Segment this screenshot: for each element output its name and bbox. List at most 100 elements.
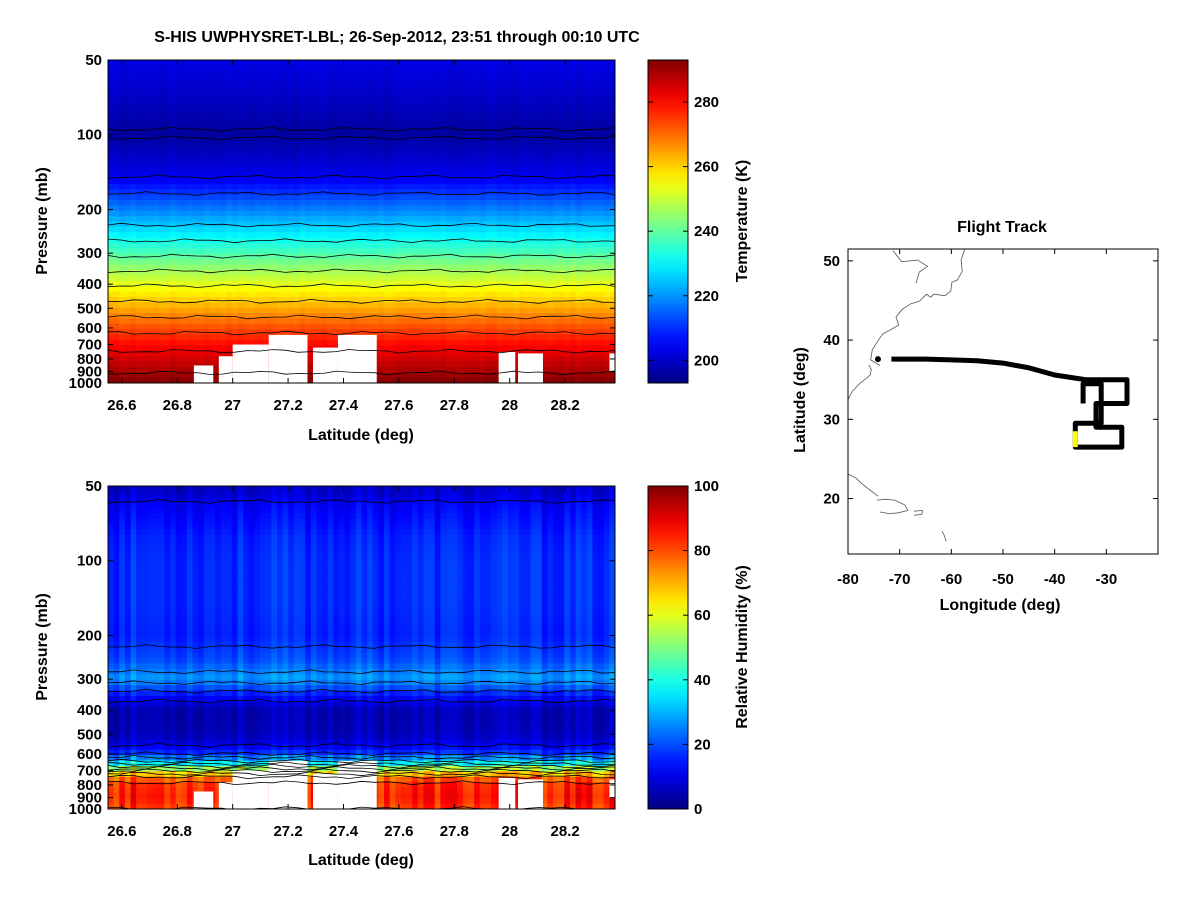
heatmap-cell [507, 146, 515, 153]
heatmap-cell [209, 264, 216, 271]
heatmap-cell [260, 156, 267, 163]
heatmap-cell [113, 167, 120, 174]
heatmap-cell [361, 280, 368, 287]
heatmap-cell [429, 248, 436, 255]
heatmap-cell [451, 313, 458, 319]
heatmap-cell [181, 210, 188, 217]
heatmap-cell [181, 366, 188, 373]
heatmap-cell [367, 178, 374, 185]
heatmap-cell [237, 140, 244, 147]
heatmap-cell [417, 259, 425, 266]
heatmap-cell [457, 199, 464, 206]
heatmap-cell [316, 302, 323, 309]
heatmap-cell [254, 86, 261, 93]
heatmap-cell [558, 307, 565, 314]
heatmap-cell [124, 199, 132, 206]
heatmap-cell [462, 146, 470, 153]
heatmap-cell [282, 302, 289, 309]
heatmap-cell [141, 216, 149, 223]
heatmap-cell [367, 167, 374, 174]
heatmap-cell [327, 259, 334, 266]
heatmap-cell [474, 124, 481, 131]
heatmap-cell [316, 140, 323, 147]
heatmap-cell [569, 65, 577, 72]
heatmap-cell [530, 124, 537, 131]
heatmap-cell [282, 194, 289, 201]
heatmap-cell [513, 345, 520, 352]
heatmap-cell [220, 81, 227, 88]
heatmap-cell [569, 135, 577, 142]
heatmap-cell [237, 286, 244, 293]
heatmap-cell [547, 162, 554, 169]
heatmap-cell [254, 65, 261, 72]
heatmap-cell [169, 183, 177, 190]
heatmap-cell [412, 269, 419, 276]
heatmap-cell [446, 199, 453, 206]
heatmap-cell [192, 81, 199, 88]
heatmap-cell [254, 151, 261, 158]
heatmap-cell [519, 86, 526, 93]
heatmap-cell [496, 329, 503, 336]
heatmap-cell [530, 253, 537, 260]
heatmap-cell [547, 269, 554, 276]
heatmap-cell [153, 92, 160, 99]
heatmap-cell [389, 226, 396, 233]
heatmap-cell [530, 205, 537, 212]
heatmap-cell [327, 243, 334, 250]
heatmap-cell [248, 86, 256, 93]
heatmap-cell [440, 113, 447, 120]
heatmap-cell [440, 313, 447, 319]
heatmap-cell [215, 323, 222, 330]
heatmap-cell [198, 210, 205, 217]
heatmap-cell [440, 146, 447, 153]
heatmap-cell [260, 334, 267, 341]
heatmap-cell [457, 302, 464, 309]
heatmap-cell [327, 146, 334, 153]
heatmap-cell [158, 280, 165, 287]
heatmap-cell [344, 302, 351, 309]
heatmap-cell [558, 334, 565, 341]
heatmap-cell [209, 307, 216, 314]
heatmap-cell [541, 135, 548, 142]
heatmap-cell [575, 113, 582, 120]
heatmap-cell [479, 119, 487, 126]
heatmap-cell [558, 108, 565, 115]
heatmap-cell [220, 60, 227, 66]
heatmap-cell [462, 97, 470, 104]
heatmap-cell [203, 243, 210, 250]
heatmap-cell [530, 280, 537, 287]
heatmap-cell [446, 356, 453, 363]
heatmap-cell [231, 92, 239, 99]
heatmap-cell [355, 221, 363, 228]
heatmap-cell [434, 280, 441, 287]
heatmap-cell [479, 286, 487, 293]
heatmap-cell [164, 377, 171, 383]
heatmap-cell [338, 156, 346, 163]
heatmap-cell [350, 286, 357, 293]
heatmap-cell [260, 329, 267, 336]
heatmap-cell [327, 140, 334, 147]
heatmap-cell [226, 275, 233, 282]
heatmap-cell [215, 264, 222, 271]
heatmap-cell [277, 318, 284, 325]
heatmap-cell [327, 248, 334, 255]
heatmap-cell [519, 108, 526, 115]
heatmap-cell [333, 76, 340, 83]
heatmap-cell [153, 135, 160, 142]
heatmap-cell [462, 339, 470, 346]
heatmap-cell [119, 377, 126, 383]
heatmap-cell [372, 199, 379, 206]
heatmap-cell [254, 253, 261, 260]
heatmap-cell [220, 296, 227, 303]
heatmap-cell [423, 194, 430, 201]
heatmap-cell [462, 60, 470, 66]
heatmap-cell [271, 329, 278, 336]
heatmap-cell [333, 108, 340, 115]
heatmap-cell [124, 329, 132, 336]
heatmap-cell [446, 205, 453, 212]
heatmap-cell [271, 232, 278, 239]
heatmap-cell [372, 162, 379, 169]
heatmap-cell [231, 140, 239, 147]
heatmap-cell [417, 167, 425, 174]
heatmap-cell [553, 307, 560, 314]
